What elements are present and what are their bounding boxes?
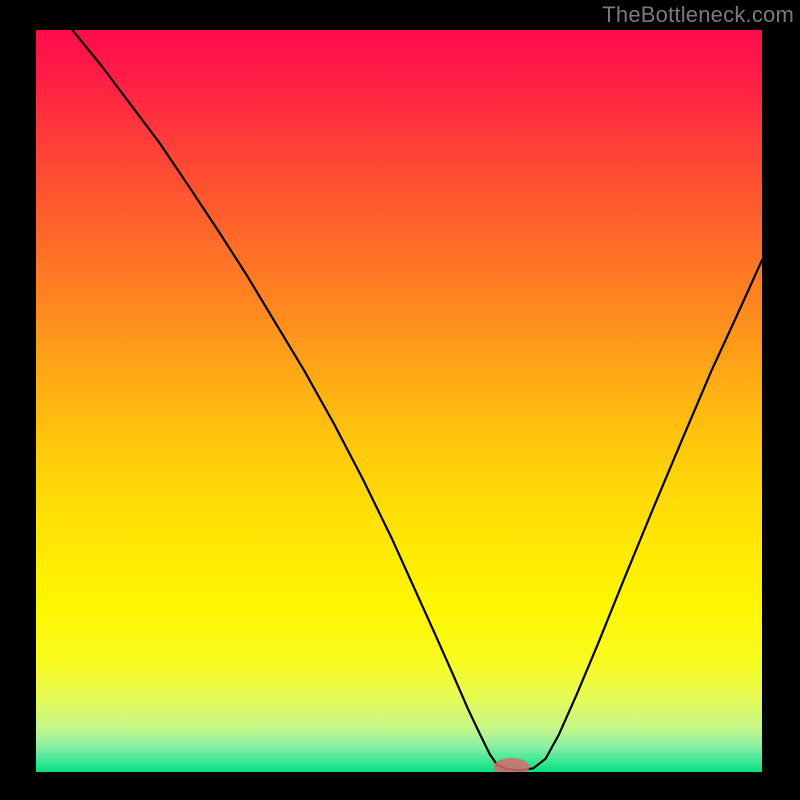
watermark-text: TheBottleneck.com bbox=[602, 2, 794, 28]
plot-area bbox=[36, 30, 762, 772]
gradient-background bbox=[36, 30, 762, 772]
chart-frame: TheBottleneck.com bbox=[0, 0, 800, 800]
plot-svg bbox=[36, 30, 762, 772]
